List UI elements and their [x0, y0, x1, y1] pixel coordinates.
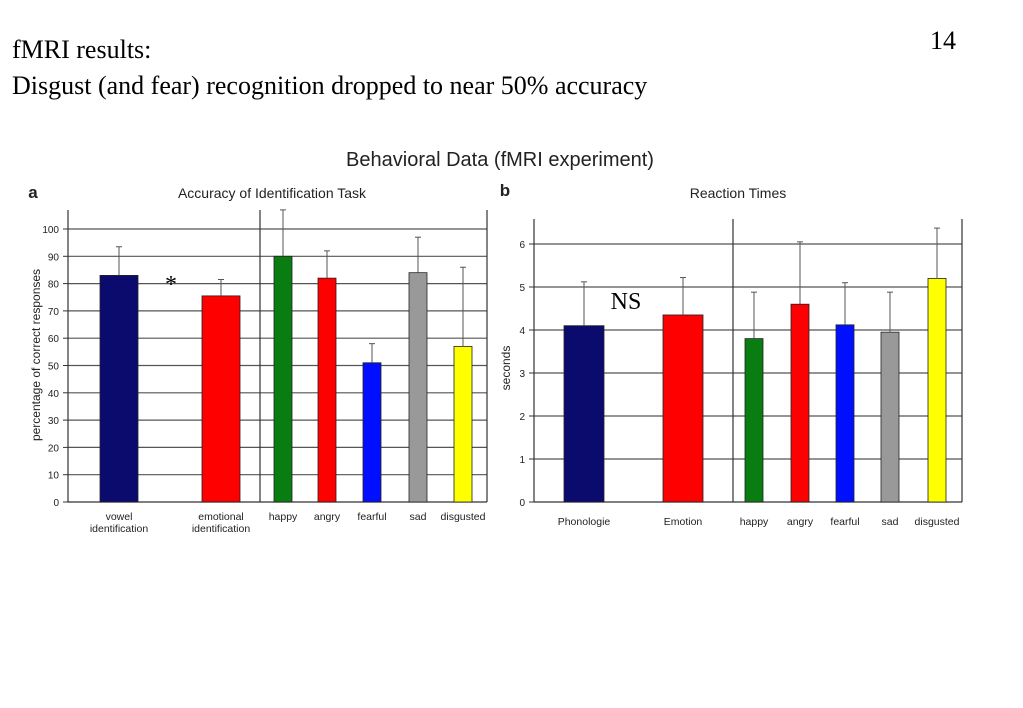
accuracy-chart-panel: a Accuracy of Identification Task 0 10 20 30 4… [28, 183, 488, 535]
bar-disgusted [453, 345, 473, 503]
y-axis-label: percentage of correct responses [29, 269, 43, 441]
y-tick-label: 0 [53, 498, 59, 509]
bar-sad [408, 272, 428, 503]
bar-Phonologie [563, 325, 605, 503]
bar-angry [790, 303, 810, 503]
panel-letter: b [500, 181, 510, 200]
x-tick-label: fearful [830, 516, 859, 528]
reaction-times-chart-panel: b Reaction Times 0 1 2 3 4 5 6 seconds Phonologie E… [499, 181, 963, 528]
y-tick-label: 10 [48, 471, 60, 482]
x-tick-label: happy [269, 511, 298, 523]
y-tick-label: 40 [48, 389, 60, 400]
bar-happy [273, 255, 293, 503]
chart-title: Accuracy of Identification Task [178, 185, 367, 201]
bar-fearful [835, 324, 855, 503]
chart-title: Reaction Times [690, 185, 786, 201]
bar-angry [317, 277, 337, 503]
figure-title: Behavioral Data (fMRI experiment) [346, 149, 654, 171]
y-tick-label: 2 [519, 412, 525, 423]
y-tick-label: 3 [519, 369, 525, 380]
y-axis-label: seconds [499, 346, 513, 391]
x-tick-label: sad [882, 516, 899, 528]
bar-Emotion [662, 314, 704, 503]
significance-annotation: * [165, 272, 177, 298]
x-tick-label: Phonologie [558, 516, 611, 528]
y-tick-label: 70 [48, 307, 60, 318]
bar-disgusted [927, 277, 947, 503]
y-tick-label: 100 [42, 225, 59, 236]
x-tick-label: disgusted [441, 511, 486, 523]
bar-emotional-identification [201, 295, 241, 503]
bar-happy [744, 338, 764, 503]
y-tick-label: 90 [48, 252, 60, 263]
slide-heading-line1: fMRI results: [12, 35, 152, 64]
x-tick-label: angry [314, 511, 341, 523]
x-tick-label: happy [740, 516, 769, 528]
bar-vowel-identification [99, 275, 139, 503]
x-tick-label: sad [410, 511, 427, 523]
x-tick-label: disgusted [915, 516, 960, 528]
y-tick-label: 30 [48, 416, 60, 427]
bar-fearful [362, 362, 382, 503]
x-tick-label: angry [787, 516, 814, 528]
x-tick-label: fearful [357, 511, 386, 523]
x-tick-label: emotional [198, 511, 244, 523]
slide-number: 14 [930, 26, 956, 55]
x-tick-label: Emotion [664, 516, 703, 528]
x-tick-label: vowel [106, 511, 133, 523]
y-tick-label: 80 [48, 280, 60, 291]
y-tick-label: 0 [519, 498, 525, 509]
panel-letter: a [28, 183, 38, 202]
y-tick-label: 50 [48, 362, 60, 373]
y-tick-label: 5 [519, 283, 525, 294]
x-tick-label: identification [192, 523, 251, 535]
y-tick-label: 60 [48, 334, 60, 345]
y-tick-label: 1 [519, 455, 525, 466]
bar-sad [880, 331, 900, 503]
y-tick-label: 20 [48, 443, 60, 454]
x-tick-label: identification [90, 523, 149, 535]
slide-heading-line2: Disgust (and fear) recognition dropped t… [12, 71, 648, 100]
significance-annotation: NS [611, 289, 642, 315]
y-tick-label: 6 [519, 240, 525, 251]
y-tick-label: 4 [519, 326, 525, 337]
